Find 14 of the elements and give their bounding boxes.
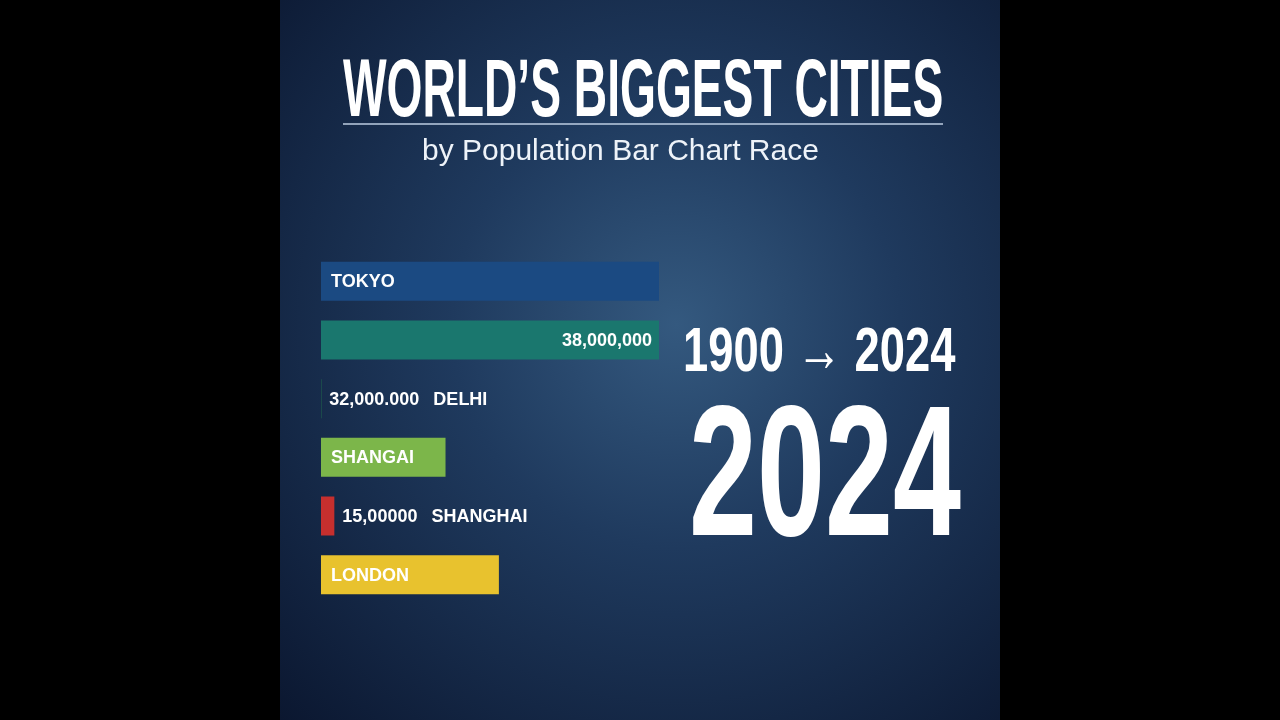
data-label: 38,000,000	[561, 329, 652, 350]
bar	[321, 496, 335, 536]
y-tick-label: SHANGHAI	[431, 505, 528, 526]
bar	[321, 320, 659, 360]
chart-title: WORLD’S BIGGEST CITIES	[343, 42, 944, 133]
y-tick-label: DELHI	[433, 388, 488, 409]
bar	[321, 555, 499, 595]
y-tick-label: SHANGAI	[331, 447, 415, 468]
data-label: 32,000.000	[329, 388, 420, 409]
data-label: 15,00000	[342, 505, 418, 526]
y-tick-label: LONDON	[331, 564, 409, 585]
bar	[321, 261, 659, 301]
chart-subtitle: by Population Bar Chart Race	[422, 133, 819, 166]
y-tick-label: TOKYO	[331, 271, 395, 292]
